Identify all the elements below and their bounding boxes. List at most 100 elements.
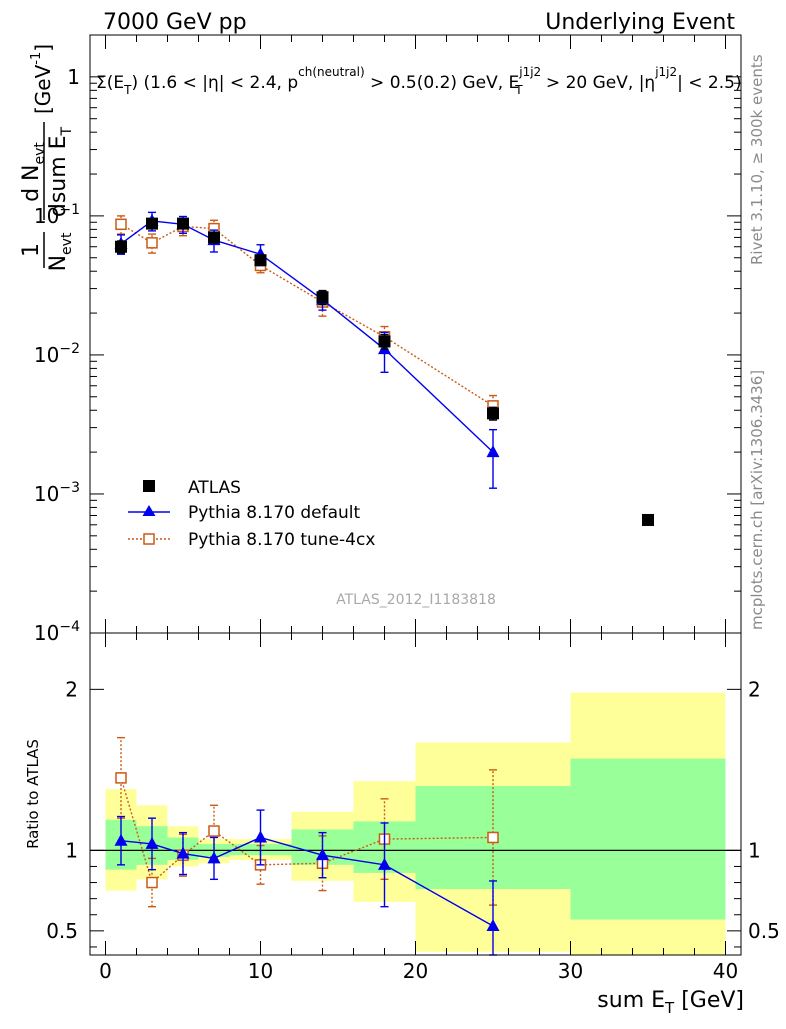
ratio-axes: 0.5 0.51 12 20 10 20 30 40 <box>46 633 780 983</box>
main-point-tune-marker <box>146 237 158 249</box>
main-point-atlas-marker <box>487 407 499 420</box>
ylabel-frac2-num: d Nevt <box>19 142 48 202</box>
ylabel-unit-sup: -1 <box>29 52 44 65</box>
header-right: Underlying Event <box>545 10 735 35</box>
ratio-ytick-label-right: 1 <box>748 838 761 862</box>
ylabel-frac2-den-sub: T <box>59 126 75 136</box>
main-point-atlas-marker <box>115 240 127 253</box>
main-line-default <box>120 220 494 453</box>
ylabel-unit-end: ] <box>31 44 55 52</box>
legend-marker-atlas <box>143 480 155 492</box>
main-point-atlas-marker <box>177 217 189 230</box>
ylabel-frac1-den-sub: evt <box>59 232 75 255</box>
ratio-ytick-label-left: 0.5 <box>46 919 78 943</box>
main-ytick-label: 10−4 <box>34 619 80 645</box>
ylabel-frac1-den: Nevt <box>46 232 75 271</box>
ratio-point-default-marker <box>145 836 159 849</box>
legend-label-tune: Pythia 8.170 tune-4cx <box>188 530 375 550</box>
legend-label-atlas: ATLAS <box>188 478 241 498</box>
main-point-tune-marker <box>115 218 127 231</box>
main-title: Σ(ET) (1.6 < |η| < 2.4, pch(neutral) > 0… <box>96 65 742 97</box>
ylabel-frac2-num-text: d N <box>19 164 44 201</box>
main-ytick-base: 10 <box>34 204 59 228</box>
main-ylabel: 1 Nevt d Nevt dsum ET [GeV-1] <box>19 44 75 272</box>
ylabel-frac2-den-text: dsum E <box>46 135 71 217</box>
x-axis-label: sum ET [GeV] <box>597 988 744 1017</box>
title-part-a: Σ(E <box>96 73 124 93</box>
main-series-layer <box>114 211 654 526</box>
title-part-g: T <box>514 83 523 97</box>
title-part-h: > 20 GeV, |η <box>541 73 656 93</box>
rivet-label: Rivet 3.1.10, ≥ 300k events <box>748 54 766 265</box>
main-ytick-label: 10−2 <box>34 341 80 367</box>
ratio-point-tune-marker <box>146 876 158 889</box>
ratio-ytick-label-left: 1 <box>65 838 78 862</box>
analysis-watermark: ATLAS_2012_I1183818 <box>336 592 496 608</box>
main-ytick-base: 10 <box>34 482 59 506</box>
ratio-ytick-label-left: 2 <box>65 677 78 701</box>
ratio-series-layer <box>114 736 500 956</box>
title-part-b: T <box>123 83 132 97</box>
ratio-ytick-label-right: 2 <box>748 677 761 701</box>
title-part-e: > 0.5(0.2) GeV, E <box>365 73 520 93</box>
main-ytick-label: 10−3 <box>34 480 80 506</box>
ratio-line-default <box>120 836 494 927</box>
x-tick-label: 10 <box>248 959 273 983</box>
x-tick-label: 40 <box>713 959 738 983</box>
title-part-j: | < 2.5) <box>677 73 741 93</box>
legend-marker-tune <box>143 533 155 545</box>
ylabel-frac1-den-text: N <box>46 255 71 271</box>
main-point-atlas-marker <box>254 254 267 267</box>
ratio-point-default-marker <box>207 851 221 864</box>
ratio-point-tune-marker <box>208 825 220 837</box>
main-point-atlas-marker <box>642 513 654 526</box>
title-part-f: j1j2 <box>518 65 541 79</box>
main-ytick-base: 10 <box>34 621 59 645</box>
main-ytick-base: 10 <box>34 343 59 367</box>
legend: ATLAS Pythia 8.170 default Pythia 8.170 … <box>128 478 375 550</box>
title-part-d: ch(neutral) <box>298 65 365 79</box>
ratio-bands <box>90 692 741 955</box>
header-left: 7000 GeV pp <box>103 10 247 35</box>
main-point-atlas-marker <box>316 291 329 304</box>
xlabel-sub: T <box>664 999 675 1017</box>
ratio-ytick-label-right: 0.5 <box>748 919 780 943</box>
title-part-i: j1j2 <box>654 65 677 79</box>
ratio-point-tune-marker <box>487 831 499 844</box>
main-ytick-exp: −2 <box>59 341 80 357</box>
ylabel-unit-text: [GeV <box>31 64 55 114</box>
legend-label-default: Pythia 8.170 default <box>188 503 361 523</box>
main-ytick-exp: −4 <box>59 619 80 635</box>
main-ytick-base: 1 <box>67 65 80 89</box>
main-point-atlas-marker <box>378 335 391 348</box>
main-axes: 110−110−210−310−4 <box>34 34 741 645</box>
ratio-point-default-marker <box>316 848 329 861</box>
ratio-point-default-marker <box>176 846 190 859</box>
main-ytick-label: 10−1 <box>34 202 80 228</box>
ylabel-unit: [GeV-1] <box>29 44 55 114</box>
x-tick-label: 0 <box>99 959 112 983</box>
ratio-point-tune-marker <box>115 772 127 784</box>
main-ytick-exp: −1 <box>59 202 80 218</box>
ylabel-frac1-num: 1 <box>19 243 44 257</box>
ratio-ylabel: Ratio to ATLAS <box>24 739 42 849</box>
xlabel-base: sum E <box>597 988 665 1013</box>
xlabel-unit: [GeV] <box>674 988 744 1013</box>
main-line-tune <box>120 223 494 407</box>
main-point-atlas-marker <box>208 231 220 244</box>
ratio-point-default-marker <box>378 857 391 870</box>
main-point-atlas-marker <box>146 217 158 230</box>
main-ytick-label: 1 <box>67 65 80 89</box>
x-tick-label: 30 <box>558 959 583 983</box>
ylabel-frac2-den: dsum ET <box>46 126 75 217</box>
ratio-point-default-marker <box>486 919 500 932</box>
ratio-point-default-marker <box>114 833 128 846</box>
ratio-band-green <box>570 758 726 920</box>
legend-marker-default <box>142 505 156 516</box>
ratio-point-default-marker <box>254 830 267 843</box>
main-point-default-marker <box>486 445 500 458</box>
title-part-c: ) (1.6 < |η| < 2.4, p <box>131 73 298 93</box>
main-ytick-exp: −3 <box>59 480 80 496</box>
mcplots-label: mcplots.cern.ch [arXiv:1306.3436] <box>748 370 766 630</box>
